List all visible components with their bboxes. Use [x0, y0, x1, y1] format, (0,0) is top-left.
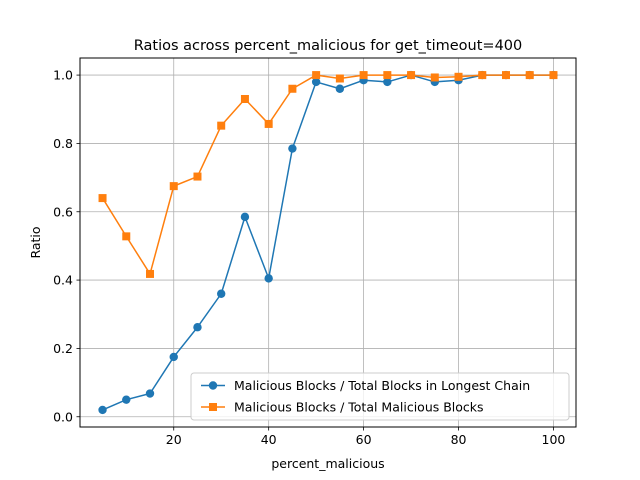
- y-tick-label: 0.2: [53, 341, 73, 356]
- data-point: [407, 71, 416, 80]
- x-tick-label: 20: [166, 432, 182, 447]
- data-point: [240, 212, 250, 222]
- data-point: [454, 72, 463, 81]
- legend: Malicious Blocks / Total Blocks in Longe…: [190, 372, 570, 421]
- data-point: [169, 352, 178, 362]
- data-point: [169, 182, 178, 191]
- y-axis-label: Ratio: [28, 226, 43, 258]
- x-tick-label: 100: [542, 432, 566, 447]
- data-point: [145, 389, 155, 398]
- data-point: [383, 71, 392, 80]
- plot-series: [98, 70, 558, 415]
- legend-marker-longest-chain: [208, 381, 218, 390]
- legend-label-longest-chain: Malicious Blocks / Total Blocks in Longe…: [234, 378, 530, 393]
- data-point: [501, 71, 510, 80]
- data-point: [430, 73, 439, 82]
- data-point: [146, 269, 155, 278]
- data-point: [478, 71, 487, 80]
- plot-frame: [79, 57, 577, 428]
- x-tick-label: 40: [261, 432, 277, 447]
- data-point: [335, 74, 344, 83]
- data-point: [264, 274, 273, 283]
- y-tick-label: 0.6: [53, 204, 73, 219]
- chart-title: Ratios across percent_malicious for get_…: [134, 38, 523, 54]
- y-tick-label: 0.8: [53, 136, 73, 151]
- legend-box: [190, 372, 570, 421]
- y-axis-ticks: 0.0 0.2 0.4 0.6 0.8 1.0: [53, 68, 80, 424]
- data-point: [193, 323, 202, 332]
- x-tick-label: 60: [356, 432, 372, 447]
- legend-marker-malicious-blocks: [209, 403, 217, 411]
- x-axis-label: percent_malicious: [271, 456, 384, 471]
- data-point: [217, 121, 226, 130]
- x-axis-ticks: 20 40 60 80 100: [166, 427, 566, 447]
- data-point: [311, 77, 321, 87]
- y-tick-label: 0.4: [53, 273, 73, 288]
- y-tick-label: 0.0: [53, 409, 73, 424]
- data-point: [312, 71, 321, 80]
- data-point: [217, 289, 226, 298]
- data-point: [122, 232, 131, 241]
- data-point: [288, 84, 297, 93]
- data-point: [335, 84, 345, 93]
- legend-entry-longest-chain: Malicious Blocks / Total Blocks in Longe…: [201, 378, 530, 393]
- legend-entry-malicious-blocks: Malicious Blocks / Total Malicious Block…: [201, 400, 484, 415]
- data-point: [549, 71, 558, 80]
- data-point: [98, 405, 107, 415]
- data-point: [240, 95, 249, 103]
- x-tick-label: 80: [451, 432, 467, 447]
- legend-label-malicious-blocks: Malicious Blocks / Total Malicious Block…: [234, 400, 484, 415]
- data-point: [264, 119, 273, 128]
- series-1: [98, 71, 558, 278]
- data-point: [359, 71, 368, 80]
- data-point: [525, 71, 534, 80]
- data-point: [288, 144, 297, 153]
- data-point: [193, 172, 202, 181]
- data-point: [98, 194, 107, 203]
- data-point: [383, 77, 392, 87]
- data-point: [122, 395, 131, 404]
- y-tick-label: 1.0: [53, 68, 73, 83]
